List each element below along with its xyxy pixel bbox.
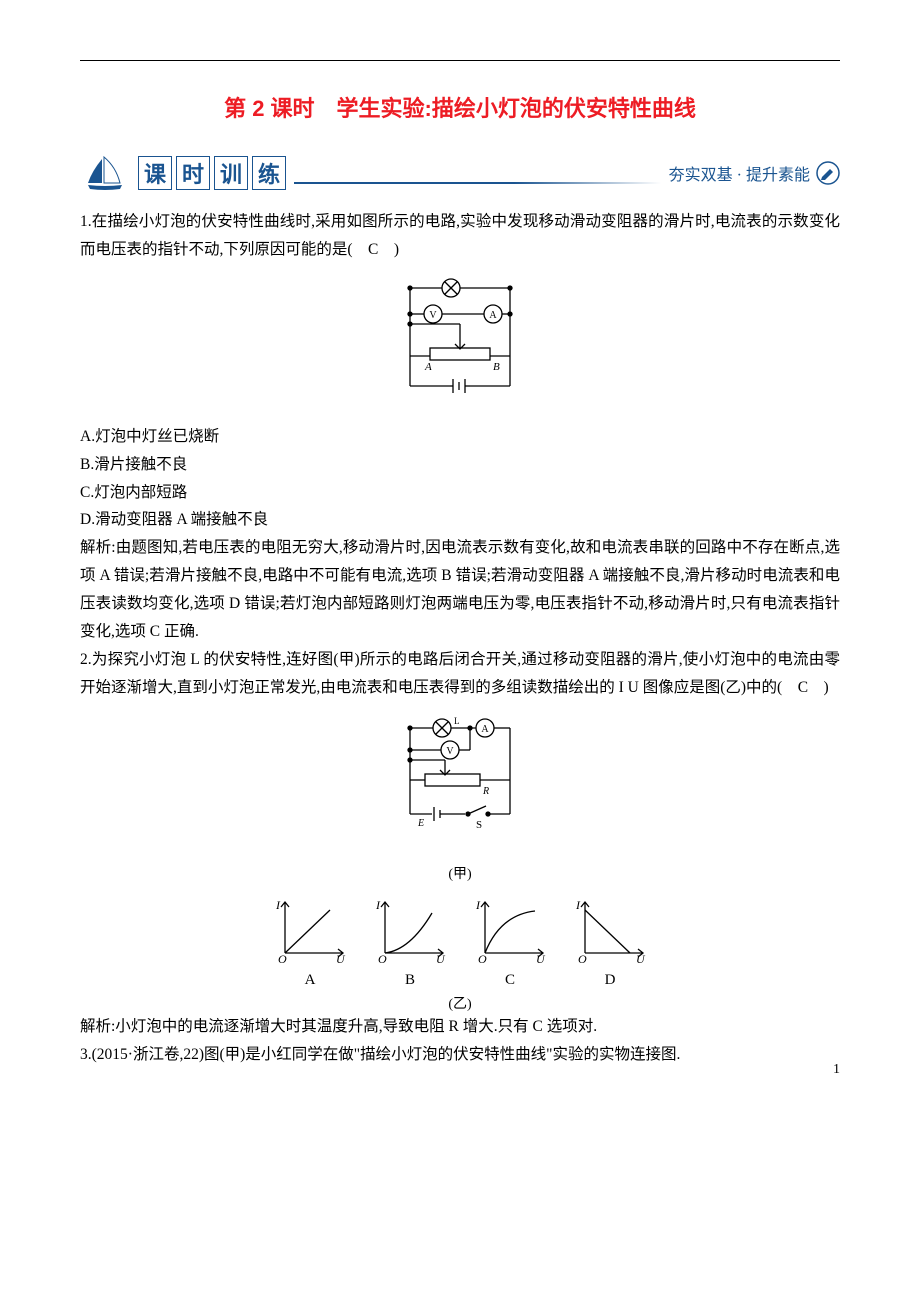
svg-text:S: S xyxy=(476,819,482,831)
svg-text:R: R xyxy=(482,786,489,797)
banner-left: 课 时 训 练 xyxy=(80,153,286,193)
q1-analysis: 解析:由题图知,若电压表的电阻无穷大,移动滑片时,因电流表示数有变化,故和电流表… xyxy=(80,534,840,646)
banner-right-text: 夯实双基 · 提升素能 xyxy=(669,161,810,185)
sail-icon xyxy=(80,153,130,193)
graph-label-c: C xyxy=(470,972,550,989)
svg-text:U: U xyxy=(336,952,346,965)
svg-text:E: E xyxy=(417,818,424,829)
graph-d-svg: I O U xyxy=(570,895,650,965)
q1-optB: B.滑片接触不良 xyxy=(80,451,840,479)
banner-char: 时 xyxy=(176,156,210,190)
q2-figure-circuit: L A V xyxy=(80,714,840,883)
top-rule xyxy=(80,60,840,61)
graph-c: I O U C xyxy=(470,895,550,989)
q2-graphs: I O U A I O U B xyxy=(80,895,840,989)
banner-boxes: 课 时 训 练 xyxy=(138,156,286,190)
svg-text:O: O xyxy=(278,952,287,965)
graph-label-a: A xyxy=(270,972,350,989)
banner-right: 夯实双基 · 提升素能 xyxy=(669,161,840,185)
lesson-title: 第 2 课时 学生实验:描绘小灯泡的伏安特性曲线 xyxy=(80,91,840,123)
circuit-diagram-1: V A xyxy=(375,276,545,406)
svg-text:O: O xyxy=(578,952,587,965)
graph-d: I O U D xyxy=(570,895,650,989)
svg-text:A: A xyxy=(489,310,497,321)
svg-text:O: O xyxy=(378,952,387,965)
q2-analysis: 解析:小灯泡中的电流逐渐增大时其温度升高,导致电阻 R 增大.只有 C 选项对. xyxy=(80,1013,840,1041)
graph-b: I O U B xyxy=(370,895,450,989)
page: 第 2 课时 学生实验:描绘小灯泡的伏安特性曲线 课 时 训 练 夯实双基 · … xyxy=(0,0,920,1108)
svg-text:I: I xyxy=(275,898,281,912)
q2-stem: 2.为探究小灯泡 L 的伏安特性,连好图(甲)所示的电路后闭合开关,通过移动变阻… xyxy=(80,646,840,702)
q2-caption-jia: (甲) xyxy=(80,863,840,883)
q2-caption-yi: (乙) xyxy=(80,993,840,1013)
graph-a: I O U A xyxy=(270,895,350,989)
svg-text:I: I xyxy=(575,898,581,912)
graph-b-svg: I O U xyxy=(370,895,450,965)
q1-optC: C.灯泡内部短路 xyxy=(80,479,840,507)
graph-c-svg: I O U xyxy=(470,895,550,965)
q3-stem: 3.(2015·浙江卷,22)图(甲)是小红同学在做"描绘小灯泡的伏安特性曲线"… xyxy=(80,1041,840,1069)
svg-text:V: V xyxy=(429,310,437,321)
page-number: 1 xyxy=(833,1062,840,1078)
graph-label-d: D xyxy=(570,972,650,989)
svg-text:U: U xyxy=(636,952,646,965)
svg-text:L: L xyxy=(454,716,460,726)
svg-text:I: I xyxy=(375,898,381,912)
q1-optA: A.灯泡中灯丝已烧断 xyxy=(80,423,840,451)
banner-char: 练 xyxy=(252,156,286,190)
svg-text:U: U xyxy=(536,952,546,965)
svg-text:O: O xyxy=(478,952,487,965)
q1-stem: 1.在描绘小灯泡的伏安特性曲线时,采用如图所示的电路,实验中发现移动滑动变阻器的… xyxy=(80,208,840,264)
svg-text:V: V xyxy=(446,746,454,757)
section-banner: 课 时 训 练 夯实双基 · 提升素能 xyxy=(80,153,840,193)
svg-text:A: A xyxy=(424,361,432,373)
banner-line xyxy=(294,182,661,184)
svg-text:I: I xyxy=(475,898,481,912)
pen-icon xyxy=(816,161,840,185)
banner-char: 训 xyxy=(214,156,248,190)
graph-a-svg: I O U xyxy=(270,895,350,965)
q1-figure: V A xyxy=(80,276,840,411)
svg-text:A: A xyxy=(481,724,489,735)
q1-optD: D.滑动变阻器 A 端接触不良 xyxy=(80,506,840,534)
svg-text:B: B xyxy=(493,361,500,373)
graph-label-b: B xyxy=(370,972,450,989)
banner-char: 课 xyxy=(138,156,172,190)
circuit-diagram-2: L A V xyxy=(380,714,540,854)
svg-text:U: U xyxy=(436,952,446,965)
